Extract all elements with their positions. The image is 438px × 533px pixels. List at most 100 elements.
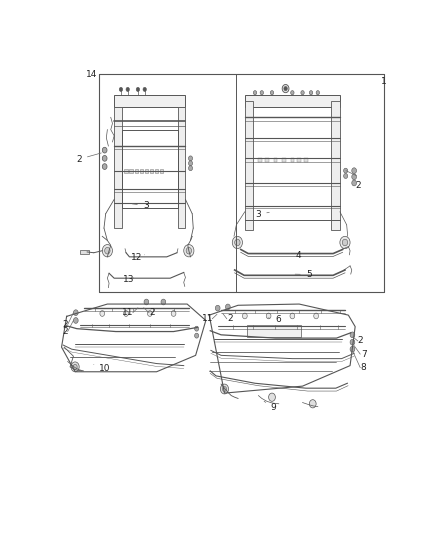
Circle shape [260,91,264,95]
Circle shape [71,362,79,372]
Text: 2: 2 [357,336,363,345]
Circle shape [215,305,220,311]
Circle shape [188,161,193,166]
Text: 3: 3 [132,201,148,210]
Circle shape [253,91,257,95]
Circle shape [266,313,271,319]
Circle shape [171,311,176,317]
Circle shape [291,91,294,95]
Bar [140,168,143,173]
Text: 8: 8 [361,363,367,372]
Circle shape [316,91,320,95]
Circle shape [290,313,295,319]
Text: 13: 13 [123,274,134,284]
Circle shape [352,168,357,174]
Text: 1: 1 [381,77,387,86]
Circle shape [188,156,193,161]
Bar [122,130,178,207]
Circle shape [232,236,243,249]
Circle shape [270,91,274,95]
Circle shape [309,91,313,95]
Circle shape [194,326,199,331]
Circle shape [223,386,226,391]
Circle shape [301,91,304,95]
Circle shape [350,340,355,345]
Circle shape [74,310,78,316]
Bar [274,158,277,161]
Circle shape [350,346,355,352]
Text: 2: 2 [62,327,68,336]
Bar [247,325,301,337]
Circle shape [102,147,107,153]
Circle shape [194,333,199,338]
Circle shape [161,299,166,305]
Circle shape [184,245,194,257]
Circle shape [284,86,287,91]
Bar [155,168,158,173]
Text: 2: 2 [227,314,233,324]
Bar [297,158,301,161]
Circle shape [342,239,348,246]
Circle shape [186,247,191,254]
Circle shape [314,313,318,319]
Bar [265,158,268,161]
Text: 11: 11 [202,314,214,324]
Circle shape [340,236,350,249]
Text: 12: 12 [131,253,145,262]
Circle shape [268,393,276,401]
Text: 2: 2 [76,153,101,164]
Bar [124,168,128,173]
Circle shape [73,365,77,369]
Text: 11: 11 [122,308,134,317]
Circle shape [144,299,149,305]
Circle shape [235,239,240,246]
Bar [145,168,148,173]
Bar [282,158,286,161]
Bar [245,95,340,107]
Bar [245,101,253,230]
Bar [160,168,163,173]
Bar [332,101,340,230]
Text: 2: 2 [150,308,155,317]
Bar [291,158,294,161]
Circle shape [100,311,105,317]
Circle shape [119,87,123,92]
Circle shape [148,311,152,317]
Circle shape [105,247,110,254]
Text: 6: 6 [268,314,281,324]
Bar [134,168,138,173]
Bar [304,158,307,161]
Circle shape [220,384,229,394]
Text: 3: 3 [255,210,269,219]
Text: 7: 7 [361,350,367,359]
Text: 4: 4 [290,251,301,260]
Circle shape [102,156,107,161]
Circle shape [102,164,107,169]
Circle shape [124,311,128,317]
Bar [114,95,185,107]
Circle shape [226,304,230,310]
Circle shape [126,87,130,92]
Circle shape [102,245,113,257]
Text: 2: 2 [62,320,68,329]
Circle shape [344,174,348,179]
Circle shape [344,168,348,173]
Circle shape [282,84,289,93]
Bar [80,250,88,254]
Text: 9: 9 [264,401,276,413]
Text: 14: 14 [86,70,97,79]
Bar [150,168,153,173]
Text: 5: 5 [295,270,311,279]
Circle shape [143,87,146,92]
Text: 2: 2 [356,181,361,190]
Circle shape [243,313,247,319]
Bar [114,107,122,228]
Circle shape [136,87,140,92]
Text: 10: 10 [94,364,111,373]
Bar [178,107,185,228]
Circle shape [352,174,357,180]
Circle shape [74,318,78,324]
Circle shape [188,166,193,171]
Circle shape [350,332,355,338]
Bar [130,168,133,173]
